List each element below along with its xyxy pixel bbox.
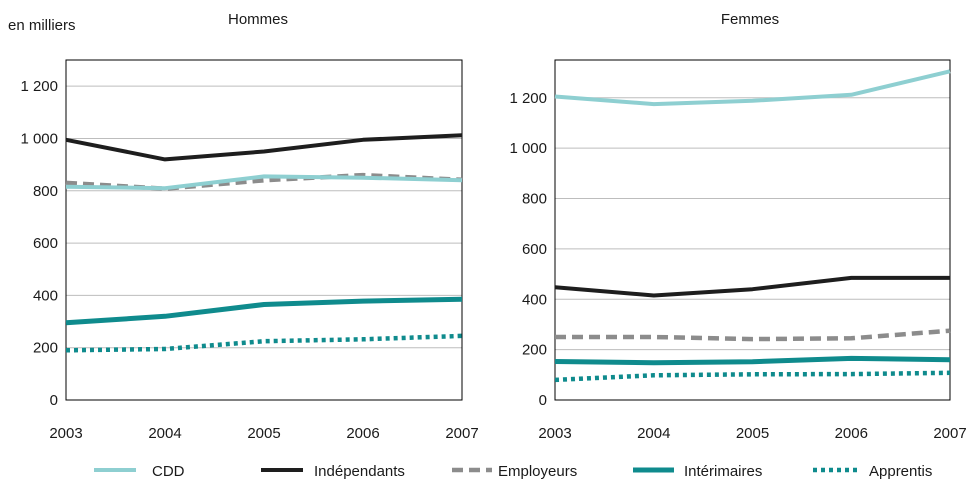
series-line-cdd: [65, 174, 463, 191]
x-tick-label: 2005: [736, 425, 769, 442]
legend-label: Indépendants: [314, 463, 405, 480]
plot-frame: [554, 59, 951, 401]
legend-item-employeurs: Employeurs: [452, 463, 577, 480]
y-tick-label: 400: [522, 291, 547, 308]
x-tick-label: 2006: [835, 425, 868, 442]
y-tick-label: 1 200: [20, 78, 58, 95]
y-tick-label: 1 000: [509, 140, 547, 157]
y-tick-label: 0: [539, 392, 547, 409]
x-tick-label: 2005: [247, 425, 280, 442]
series-line-cdd: [554, 69, 951, 107]
legend-label: Employeurs: [498, 463, 577, 480]
legend: CDD Indépendants Employeurs Intérimaires App…: [94, 463, 932, 480]
series-line-apprentis: [65, 333, 463, 353]
panel-title: Hommes: [228, 11, 288, 28]
legend-item-interimaires: Intérimaires: [633, 463, 762, 480]
series-line-interimaires: [554, 355, 951, 366]
panel-femmes: Femmes 0 200 400 600 800 1 000 1 200 2003 2004 200…: [509, 11, 966, 442]
y-tick-label: 600: [522, 241, 547, 258]
y-tick-label: 800: [522, 191, 547, 208]
legend-label: Intérimaires: [684, 463, 762, 480]
x-tick-label: 2007: [445, 425, 478, 442]
y-tick-label: 400: [33, 287, 58, 304]
legend-item-independants: Indépendants: [261, 463, 405, 480]
legend-label: CDD: [152, 463, 185, 480]
plot-frame: [65, 59, 463, 401]
y-tick-label: 1 000: [20, 130, 58, 147]
series-line-employeurs: [555, 328, 951, 342]
legend-item-apprentis: Apprentis: [813, 463, 932, 480]
x-tick-label: 2006: [346, 425, 379, 442]
panel-hommes: Hommes 0 200 400 600 800 1 000 1 200 2003 2004 200…: [20, 11, 478, 442]
series-line-apprentis: [554, 370, 951, 383]
y-tick-label: 0: [50, 392, 58, 409]
x-tick-label: 2004: [148, 425, 181, 442]
series-line-independants: [65, 133, 463, 162]
y-tick-label: 600: [33, 235, 58, 252]
x-tick-label: 2007: [933, 425, 966, 442]
series-line-independants: [554, 275, 950, 298]
x-tick-label: 2004: [637, 425, 670, 442]
panel-title: Femmes: [721, 11, 779, 28]
y-tick-label: 200: [33, 340, 58, 357]
y-tick-label: 200: [522, 342, 547, 359]
y-tick-label: 800: [33, 183, 58, 200]
series-line-interimaires: [65, 296, 463, 326]
y-unit-label: en milliers: [8, 17, 76, 34]
x-tick-label: 2003: [538, 425, 571, 442]
legend-label: Apprentis: [869, 463, 932, 480]
legend-item-cdd: CDD: [94, 463, 185, 480]
x-tick-label: 2003: [49, 425, 82, 442]
y-tick-label: 1 200: [509, 90, 547, 107]
